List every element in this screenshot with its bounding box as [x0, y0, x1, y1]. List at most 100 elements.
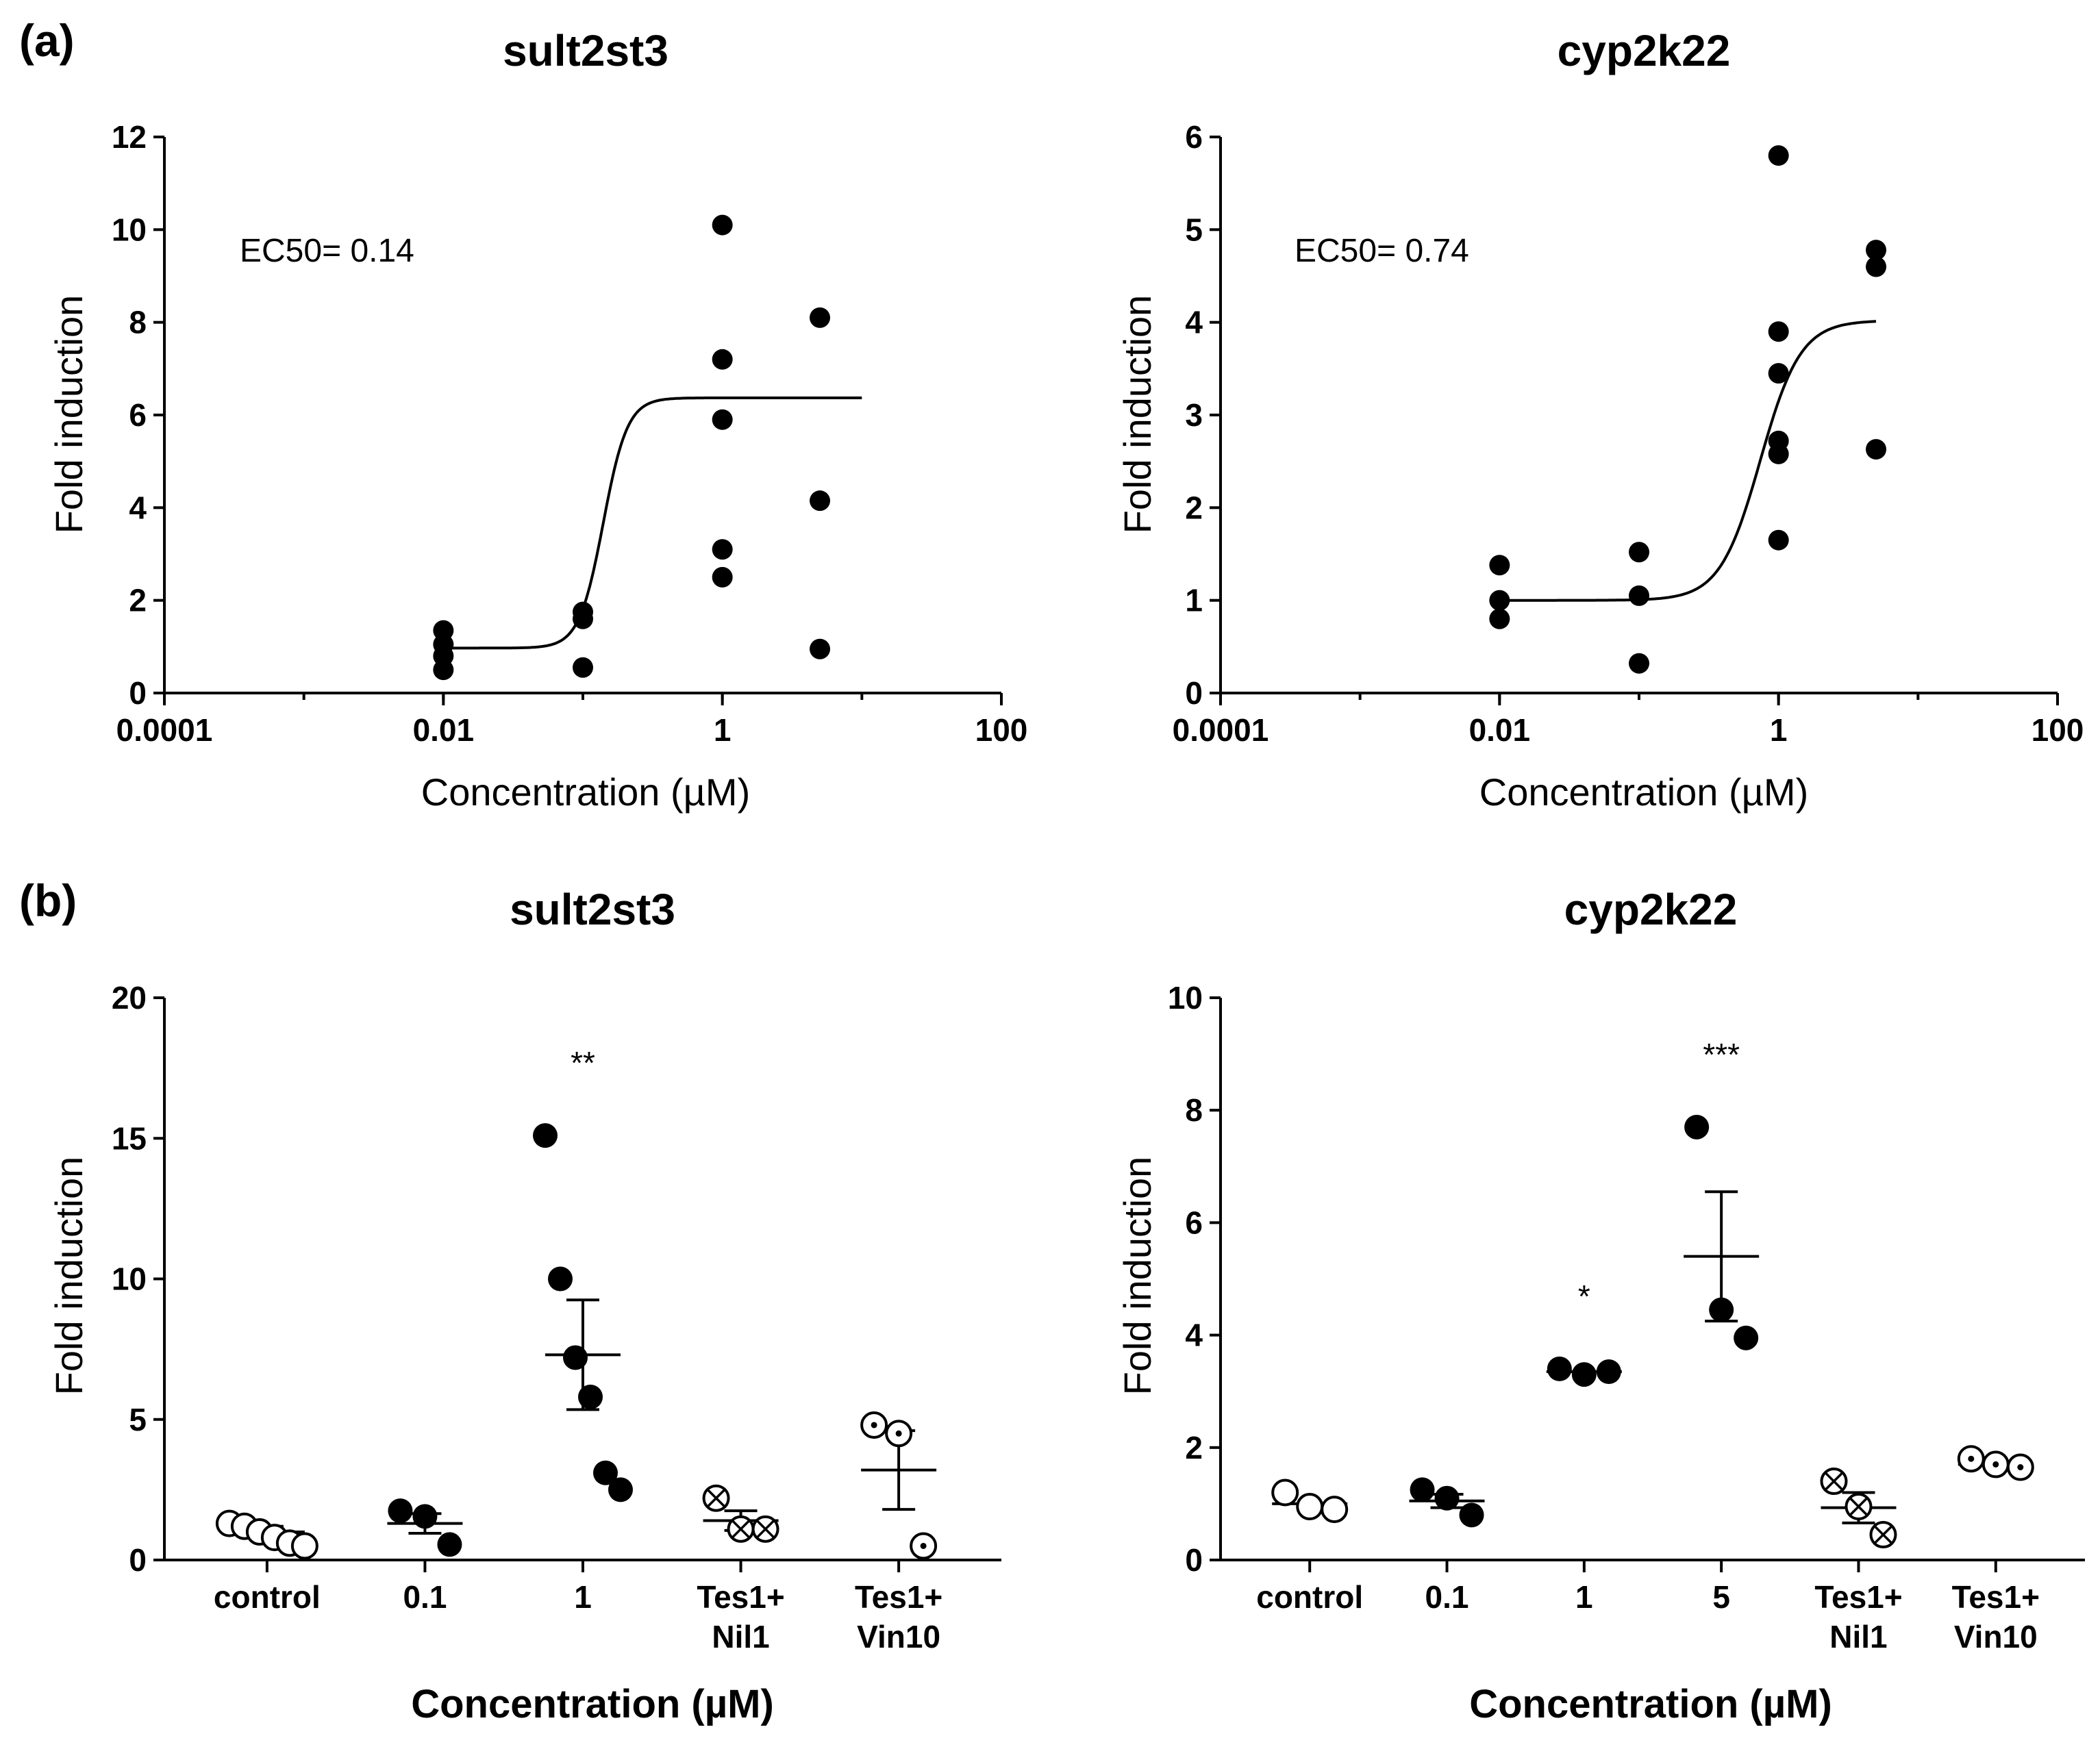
- data-point-filled: [412, 1504, 438, 1529]
- x-tick-label: 0.01: [1469, 712, 1531, 748]
- y-tick-label: 6: [1185, 1205, 1203, 1240]
- x-tick-label: 5: [1712, 1579, 1730, 1615]
- data-point: [1489, 555, 1510, 576]
- data-point: [712, 566, 733, 588]
- data-point: [433, 659, 454, 681]
- x-tick-label: Tes1+: [1814, 1579, 1902, 1615]
- data-point-cross-mark: [1824, 1472, 1844, 1491]
- x-tick-label: 1: [1575, 1579, 1593, 1615]
- y-axis-label: Fold induction: [1116, 295, 1159, 534]
- y-tick-label: 4: [129, 490, 147, 525]
- y-tick-label: 4: [1185, 305, 1203, 340]
- data-point-center-dot: [871, 1422, 877, 1429]
- y-tick-label: 10: [1168, 980, 1203, 1016]
- data-point-center-dot: [1968, 1455, 1975, 1462]
- x-tick-label: 0.1: [1425, 1579, 1469, 1615]
- ec50-annotation: EC50= 0.14: [240, 233, 414, 269]
- y-tick-label: 0: [1185, 675, 1203, 711]
- data-point: [1768, 363, 1789, 384]
- ec50-annotation: EC50= 0.74: [1295, 233, 1469, 269]
- data-point-center-dot: [1992, 1461, 1999, 1468]
- y-tick-label: 1: [1185, 583, 1203, 618]
- chart-a-sult2st3: sult2st3 Fold induction Concentration (µ…: [47, 26, 1027, 814]
- data-point: [712, 409, 733, 430]
- data-point: [1866, 439, 1887, 460]
- data-point: [712, 349, 733, 370]
- data-point: [573, 608, 593, 629]
- panel-label-a: (a): [19, 15, 75, 66]
- y-tick-label: 2: [1185, 490, 1203, 525]
- data-point: [573, 657, 593, 678]
- x-tick-label: 0.1: [403, 1579, 447, 1615]
- data-point-open: [1271, 1479, 1299, 1507]
- panel-label-b: (b): [19, 875, 77, 926]
- data-point-filled: [1684, 1114, 1710, 1140]
- data-point-filled: [578, 1384, 603, 1409]
- data-point: [712, 539, 733, 560]
- data-point-cross-mark: [731, 1520, 751, 1539]
- data-point-filled: [533, 1123, 558, 1148]
- data-point-center-dot: [920, 1542, 927, 1549]
- x-tick-label: Tes1+: [1952, 1579, 2040, 1615]
- x-tick-label: 0.0001: [1173, 712, 1269, 748]
- data-point: [1629, 542, 1649, 563]
- chart-a-cyp2k22: cyp2k22 Fold induction Concentration (µM…: [1116, 26, 2084, 814]
- y-tick-label: 5: [1185, 212, 1203, 247]
- x-axis-label: Concentration (µM): [411, 1682, 774, 1726]
- y-axis-label: Fold induction: [1116, 1157, 1159, 1396]
- data-point: [810, 638, 831, 659]
- y-tick-label: 10: [112, 1261, 147, 1297]
- x-tick-label: 1: [714, 712, 732, 748]
- data-point-filled: [1410, 1477, 1435, 1502]
- x-tick-label: 1: [574, 1579, 592, 1615]
- x-tick-label: 0.0001: [116, 712, 213, 748]
- x-axis-label: Concentration (µM): [421, 770, 750, 814]
- y-tick-label: 12: [112, 119, 147, 155]
- data-point-cross-mark: [1849, 1497, 1868, 1516]
- significance-marker: *: [1578, 1279, 1590, 1314]
- y-tick-label: 5: [129, 1402, 147, 1437]
- x-axis-label: Concentration (µM): [1469, 1682, 1832, 1726]
- data-point-filled: [1571, 1362, 1597, 1387]
- data-point-filled: [593, 1460, 618, 1485]
- data-point-filled: [1734, 1325, 1759, 1350]
- data-point-filled: [1434, 1485, 1460, 1511]
- x-tick-label: Vin10: [857, 1619, 940, 1654]
- data-point: [1768, 529, 1789, 551]
- x-tick-label: Tes1+: [697, 1579, 784, 1615]
- data-point-open: [1321, 1496, 1349, 1524]
- data-point-cross-mark: [1873, 1525, 1893, 1544]
- x-axis-label: Concentration (µM): [1479, 770, 1808, 814]
- data-point: [810, 490, 831, 512]
- y-tick-label: 0: [129, 1542, 147, 1578]
- data-point-filled: [548, 1266, 573, 1292]
- fit-curve: [443, 397, 862, 650]
- chart-title: cyp2k22: [1558, 26, 1731, 75]
- y-tick-label: 2: [1185, 1430, 1203, 1465]
- data-point-filled: [388, 1498, 413, 1524]
- x-tick-label: 1: [1770, 712, 1788, 748]
- y-tick-label: 6: [1185, 119, 1203, 155]
- data-point: [1489, 590, 1510, 611]
- data-point-filled: [563, 1345, 588, 1370]
- data-point: [810, 307, 831, 328]
- x-tick-label: 100: [2032, 712, 2084, 748]
- y-tick-label: 10: [112, 212, 147, 247]
- x-tick-label: Nil1: [1829, 1619, 1887, 1654]
- y-tick-label: 2: [129, 583, 147, 618]
- x-tick-label: Vin10: [1954, 1619, 2038, 1654]
- y-tick-label: 20: [112, 980, 147, 1016]
- data-point-filled: [437, 1532, 462, 1557]
- x-tick-label: 0.01: [413, 712, 475, 748]
- data-point-open: [1296, 1493, 1324, 1521]
- significance-marker: ***: [1703, 1037, 1740, 1072]
- y-tick-label: 8: [129, 305, 147, 340]
- y-tick-label: 6: [129, 397, 147, 433]
- fit-curve: [1499, 320, 1877, 602]
- data-point-filled: [1596, 1359, 1621, 1384]
- x-tick-label: 100: [975, 712, 1028, 748]
- chart-title: sult2st3: [510, 885, 675, 934]
- data-point-filled: [608, 1477, 633, 1502]
- chart-title: sult2st3: [503, 26, 668, 75]
